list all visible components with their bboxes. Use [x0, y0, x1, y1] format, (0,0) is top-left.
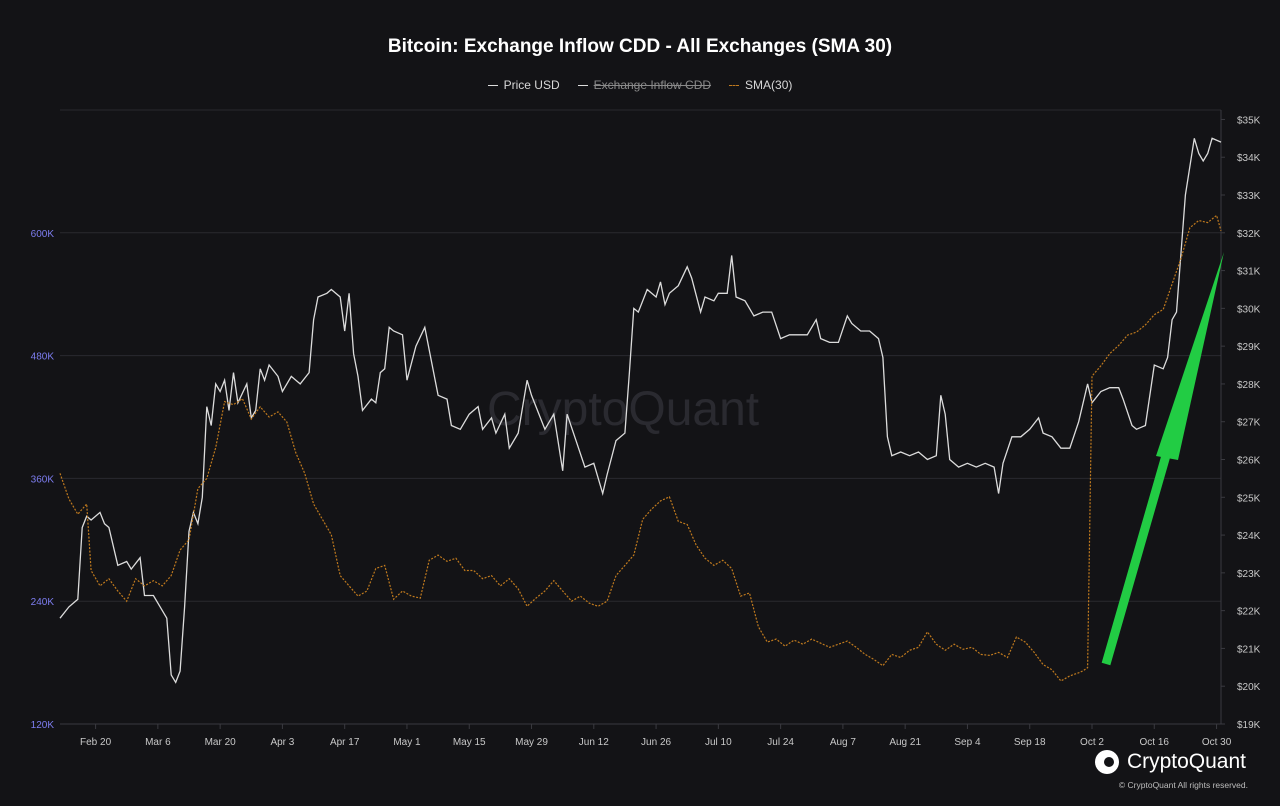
right-axis-tick-label: $19K [1237, 720, 1261, 731]
legend-swatch-sma30 [729, 84, 740, 86]
legend-label-sma30: SMA(30) [745, 78, 793, 92]
right-axis-tick-label: $31K [1237, 267, 1261, 278]
x-axis-tick-label: Oct 16 [1140, 737, 1170, 748]
chart-title: Bitcoin: Exchange Inflow CDD - All Excha… [387, 36, 893, 57]
right-axis-tick-label: $33K [1237, 191, 1261, 202]
x-axis-tick-label: Mar 20 [205, 737, 237, 748]
x-axis-tick-label: Oct 30 [1202, 737, 1232, 748]
right-axis-tick-label: $25K [1237, 493, 1261, 504]
x-axis-tick-label: Oct 2 [1080, 737, 1104, 748]
right-axis-tick-label: $32K [1237, 229, 1261, 240]
watermark: CryptoQuant [487, 383, 760, 436]
right-axis-tick-label: $24K [1237, 531, 1261, 542]
legend-item-sma30[interactable]: SMA(30) [729, 78, 792, 92]
left-axis-tick-label: 360K [31, 474, 55, 485]
right-axis-tick-label: $20K [1237, 682, 1261, 693]
copyright: © CryptoQuant All rights reserved. [1118, 780, 1248, 790]
right-axis-tick-label: $34K [1237, 153, 1261, 164]
right-axis-tick-label: $26K [1237, 456, 1261, 467]
right-axis-tick-label: $35K [1237, 115, 1261, 126]
brand: CryptoQuant [1094, 750, 1246, 774]
right-axis-tick-label: $28K [1237, 380, 1261, 391]
legend-label-exchange-inflow-cdd: Exchange Inflow CDD [593, 78, 712, 92]
left-axis-tick-label: 120K [31, 720, 55, 731]
x-axis-tick-label: Sep 18 [1014, 737, 1046, 748]
x-axis-tick-label: Aug 21 [889, 737, 921, 748]
x-axis-tick-label: Jun 12 [579, 737, 609, 748]
right-axis-tick-label: $27K [1237, 418, 1261, 429]
x-axis-tick-label: Apr 3 [270, 737, 294, 748]
right-axis-tick-label: $30K [1237, 304, 1261, 315]
right-axis-tick-label: $22K [1237, 607, 1261, 618]
annotation-arrow-head [1156, 252, 1224, 460]
annotation-arrow-shaft [1101, 450, 1172, 666]
brand-name: CryptoQuant [1126, 750, 1246, 773]
left-axis-tick-label: 240K [31, 597, 55, 608]
x-axis-tick-label: Jul 10 [705, 737, 732, 748]
legend-swatch-price [487, 84, 498, 86]
price-usd-line [59, 137, 1222, 684]
x-axis-tick-label: May 29 [515, 737, 548, 748]
left-axis-tick-label: 600K [31, 229, 55, 240]
right-axis-tick-label: $29K [1237, 342, 1261, 353]
sma30-line [59, 214, 1222, 682]
legend-item-exchange-inflow-cdd[interactable]: Exchange Inflow CDD [577, 78, 712, 92]
x-axis-tick-label: Jul 24 [767, 737, 794, 748]
legend-item-price[interactable]: Price USD [487, 78, 560, 92]
x-axis-tick-label: Sep 4 [954, 737, 981, 748]
x-axis-tick-label: Apr 17 [330, 737, 360, 748]
legend-label-price: Price USD [503, 78, 560, 92]
legend-swatch-exchange-inflow-cdd [577, 84, 588, 86]
x-axis-tick-label: May 1 [393, 737, 421, 748]
cryptoquant-logo-icon [1094, 750, 1119, 774]
right-axis-tick-label: $21K [1237, 644, 1261, 655]
left-axis-tick-label: 480K [31, 352, 55, 363]
x-axis-tick-label: May 15 [453, 737, 486, 748]
x-axis-tick-label: Feb 20 [80, 737, 112, 748]
legend: Price USD Exchange Inflow CDD SMA(30) [0, 78, 1280, 92]
x-axis-tick-label: Aug 7 [830, 737, 857, 748]
right-axis-tick-label: $23K [1237, 569, 1261, 580]
x-axis-tick-label: Mar 6 [145, 737, 171, 748]
x-axis-tick-label: Jun 26 [641, 737, 671, 748]
